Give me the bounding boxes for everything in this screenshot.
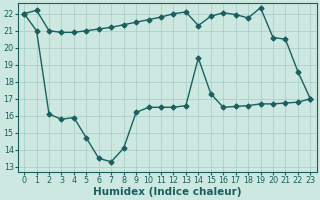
X-axis label: Humidex (Indice chaleur): Humidex (Indice chaleur) bbox=[93, 187, 242, 197]
